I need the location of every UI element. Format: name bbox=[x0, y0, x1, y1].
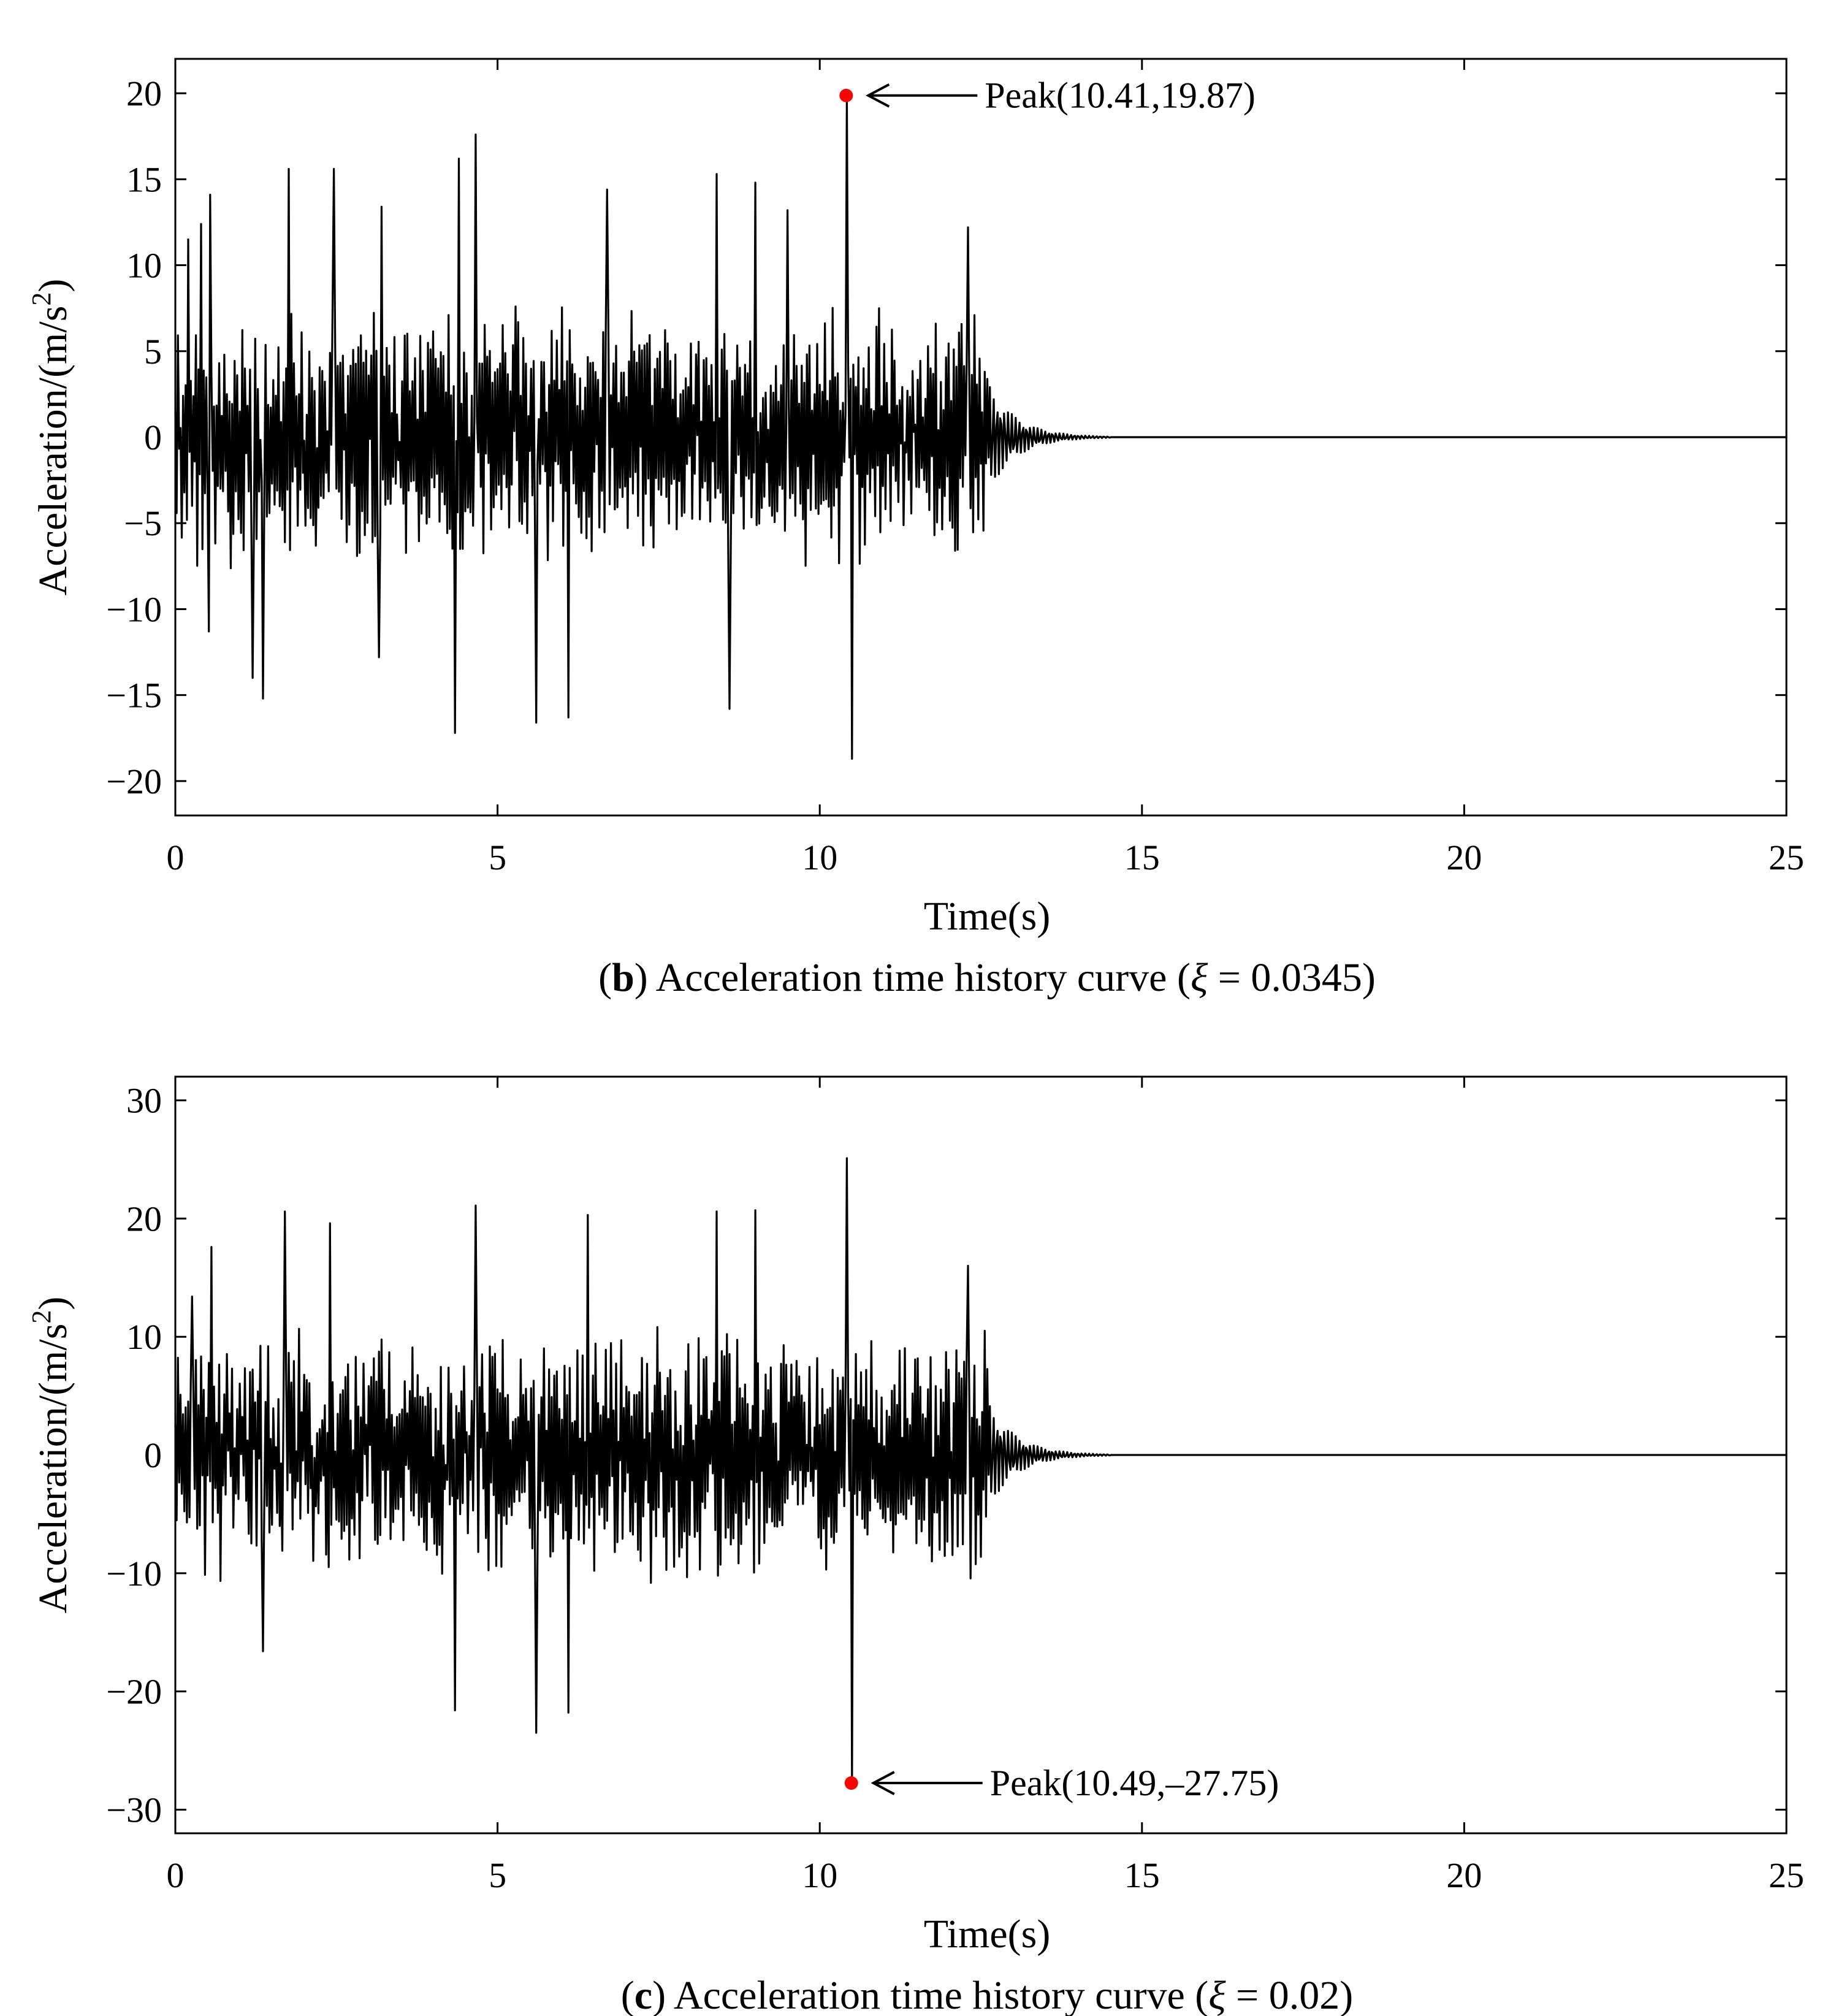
x-tick-label: 25 bbox=[1769, 1855, 1804, 1895]
y-tick-label: 5 bbox=[144, 332, 162, 372]
caption-xi-symbol: ξ bbox=[1208, 1973, 1226, 2016]
caption-value: = 0.0345) bbox=[1208, 955, 1376, 1000]
x-tick-label: 5 bbox=[489, 1855, 506, 1895]
caption-xi-symbol: ξ bbox=[1191, 955, 1208, 1000]
y-tick-label: −20 bbox=[106, 762, 162, 801]
x-tick-label: 20 bbox=[1446, 1855, 1482, 1895]
acceleration-series-line bbox=[174, 94, 1786, 760]
y-axis-title: Acceleration/(m/s2) bbox=[26, 279, 75, 596]
caption-open-paren: ( bbox=[621, 1973, 634, 2016]
y-tick-label: 0 bbox=[144, 418, 162, 457]
x-tick-label: 15 bbox=[1124, 1855, 1160, 1895]
y-tick-label: 10 bbox=[126, 246, 162, 286]
x-axis-title: Time(s) bbox=[924, 894, 1051, 939]
y-tick-label: −30 bbox=[106, 1790, 162, 1830]
x-tick-label: 25 bbox=[1769, 838, 1804, 877]
chart-panel-b: 0 5 10 15 20 25 20 15 10 5 0 −5 −10 −15 −20 Time(s) Acce… bbox=[26, 58, 1804, 1000]
peak-marker bbox=[844, 1776, 858, 1790]
y-tick-label: −15 bbox=[106, 676, 162, 716]
y-tick-label: 10 bbox=[126, 1317, 162, 1357]
y-tick-label: 20 bbox=[126, 74, 162, 113]
y-axis-title-sup: 2 bbox=[26, 1310, 56, 1324]
chart-panel-c: 0 5 10 15 20 25 30 20 10 0 −10 −20 −30 Time(s) Acceler… bbox=[26, 1075, 1804, 2016]
x-tick-label: 10 bbox=[802, 1855, 837, 1895]
y-tick-label: 30 bbox=[126, 1081, 162, 1121]
acceleration-series-line bbox=[174, 1157, 1786, 1784]
y-axis-title-main: Acceleration/(m/s bbox=[31, 306, 75, 596]
y-axis-title-sup: 2 bbox=[26, 292, 56, 306]
y-axis-title: Acceleration/(m/s2) bbox=[26, 1297, 75, 1614]
x-tick-label: 0 bbox=[167, 1855, 185, 1895]
y-axis-title-main: Acceleration/(m/s bbox=[31, 1324, 75, 1614]
panel-caption: (b) Acceleration time history curve (ξ =… bbox=[598, 955, 1376, 1000]
y-tick-label: 15 bbox=[126, 159, 162, 199]
y-axis-title-close: ) bbox=[31, 279, 75, 292]
peak-marker bbox=[839, 88, 853, 102]
x-tick-label: 20 bbox=[1446, 838, 1482, 877]
caption-panel-letter: c bbox=[634, 1973, 652, 2016]
caption-value: = 0.02) bbox=[1226, 1973, 1354, 2016]
caption-text: ) Acceleration time history curve ( bbox=[652, 1973, 1208, 2016]
peak-annotation-label: Peak(10.41,19.87) bbox=[985, 75, 1256, 116]
caption-text: ) Acceleration time history curve ( bbox=[634, 955, 1191, 1000]
x-tick-label: 5 bbox=[489, 838, 506, 877]
caption-panel-letter: b bbox=[612, 955, 634, 1000]
y-axis-title-close: ) bbox=[31, 1297, 75, 1310]
peak-arrow-head bbox=[866, 83, 890, 108]
y-tick-label: −20 bbox=[106, 1672, 162, 1712]
y-tick-label: −10 bbox=[106, 1554, 162, 1594]
y-tick-label: −10 bbox=[106, 589, 162, 629]
x-tick-label: 0 bbox=[167, 838, 185, 877]
x-axis-title: Time(s) bbox=[924, 1912, 1051, 1957]
caption-open-paren: ( bbox=[598, 955, 612, 1000]
panel-caption: (c) Acceleration time history curve (ξ =… bbox=[621, 1973, 1353, 2016]
peak-arrow-head bbox=[871, 1771, 895, 1795]
x-tick-label: 15 bbox=[1124, 838, 1160, 877]
x-tick-label: 10 bbox=[802, 838, 837, 877]
y-tick-label: 20 bbox=[126, 1199, 162, 1239]
y-tick-label: −5 bbox=[124, 503, 162, 543]
y-tick-label: 0 bbox=[144, 1435, 162, 1475]
peak-annotation-label: Peak(10.49,–27.75) bbox=[990, 1763, 1279, 1803]
